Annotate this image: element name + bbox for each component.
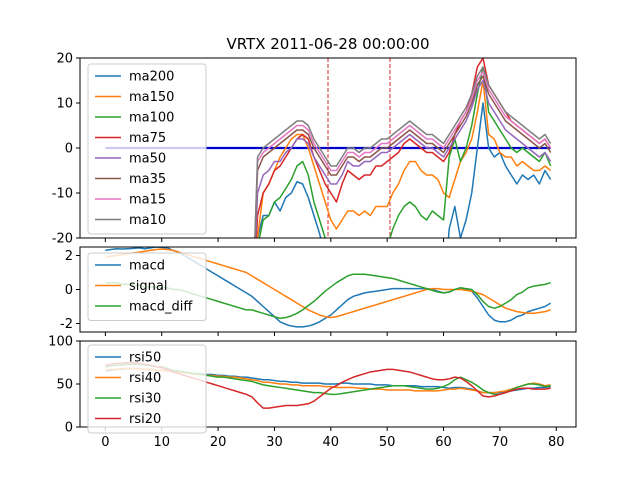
series-line-ma15: [254, 70, 552, 238]
y-tick-label-macd-2: 2: [65, 249, 73, 264]
y-tick-label-ma-3: 10: [56, 97, 73, 112]
legend-box-ma: [87, 63, 207, 235]
legend-box-rsi: [87, 344, 207, 434]
legend-label-ma150: ma150: [129, 90, 174, 105]
panel-moving-averages: -20-1001020ma200ma150ma100ma75ma50ma35ma…: [52, 52, 577, 247]
series-line-ma35: [254, 75, 552, 238]
x-tick-label-3: 30: [266, 435, 283, 450]
y-tick-label-macd-0: -2: [60, 317, 73, 332]
legend-label-ma200: ma200: [129, 70, 174, 85]
y-tick-label-ma-1: -10: [52, 187, 73, 202]
legend-rsi: rsi50 rsi40 rsi30 rsi20: [87, 344, 207, 434]
x-tick-label-8: 80: [548, 435, 565, 450]
panel-macd: -2 0 2 macd signal macd_diff: [60, 246, 577, 336]
x-tick-label-7: 70: [492, 435, 509, 450]
series-line-ma10: [254, 66, 552, 238]
legend-label-rsi50: rsi50: [129, 351, 161, 366]
series-line-signal: [105, 248, 551, 319]
legend-label-ma75: ma75: [129, 131, 166, 146]
series-line-ma150: [256, 79, 552, 238]
legend-macd: macd signal macd_diff: [87, 252, 207, 321]
legend-label-ma100: ma100: [129, 111, 174, 126]
series-line-ma50: [254, 79, 552, 238]
legend-label-rsi40: rsi40: [129, 371, 161, 386]
legend-label-ma10: ma10: [129, 213, 166, 228]
y-tick-label-macd-1: 0: [65, 283, 73, 298]
legend-ma: ma200 ma150 ma100 ma75 ma50 ma35 ma15 ma10: [87, 63, 207, 235]
series-line-ma75: [255, 58, 552, 238]
legend-label-ma35: ma35: [129, 172, 166, 187]
y-tick-label-ma-2: 0: [65, 142, 73, 157]
legend-label-signal: signal: [129, 279, 167, 294]
legend-label-rsi30: rsi30: [129, 392, 161, 407]
y-tick-label-ma-4: 20: [56, 52, 73, 67]
legend-label-ma15: ma15: [129, 193, 166, 208]
y-tick-label-rsi-2: 100: [48, 335, 73, 350]
x-tick-label-5: 50: [379, 435, 396, 450]
legend-label-macd-diff: macd_diff: [129, 300, 193, 315]
x-tick-label-2: 20: [210, 435, 227, 450]
series-line-ma100: [258, 66, 552, 238]
legend-label-ma50: ma50: [129, 152, 166, 167]
series-line-ma200: [256, 102, 552, 238]
x-tick-label-1: 10: [153, 435, 170, 450]
y-tick-label-rsi-1: 50: [56, 378, 73, 393]
x-tick-label-0: 0: [101, 435, 109, 450]
x-tick-label-6: 60: [435, 435, 452, 450]
y-tick-label-ma-0: -20: [52, 232, 73, 247]
y-tick-label-rsi-0: 0: [65, 421, 73, 436]
x-tick-label-4: 40: [323, 435, 340, 450]
legend-box-macd: [87, 252, 207, 321]
chart-title: VRTX 2011-06-28 00:00:00: [226, 35, 429, 53]
legend-label-rsi20: rsi20: [129, 412, 161, 427]
legend-label-macd: macd: [129, 259, 165, 274]
